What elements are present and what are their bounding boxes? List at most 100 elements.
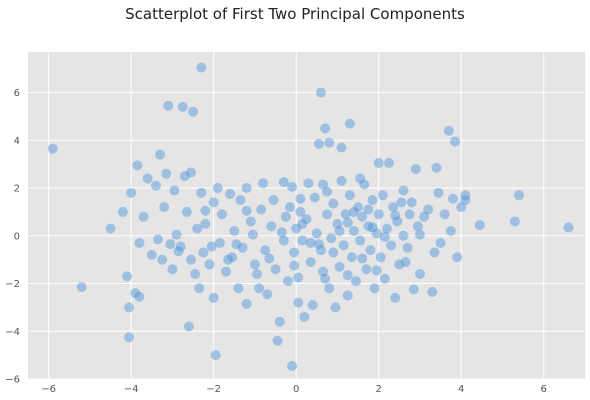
data-point: [159, 202, 170, 213]
data-point: [330, 302, 341, 313]
data-point: [293, 272, 304, 283]
data-point: [311, 228, 322, 239]
data-point: [47, 143, 58, 154]
data-point: [340, 209, 351, 220]
data-point: [268, 194, 279, 205]
data-point: [280, 211, 291, 222]
data-point: [445, 226, 456, 237]
data-point: [322, 209, 333, 220]
data-point: [179, 171, 190, 182]
data-point: [344, 118, 355, 129]
data-point: [142, 173, 153, 184]
data-point: [336, 142, 347, 153]
data-point: [155, 149, 166, 160]
data-point: [342, 270, 353, 281]
y-tick-label: 2: [14, 184, 20, 195]
data-point: [169, 185, 180, 196]
data-point: [212, 183, 223, 194]
data-point: [513, 190, 524, 201]
x-tick-label: 4: [458, 384, 464, 395]
chart-title: Scatterplot of First Two Principal Compo…: [125, 5, 465, 23]
data-point: [373, 209, 384, 220]
data-point: [408, 284, 419, 295]
data-point: [177, 101, 188, 112]
data-point: [293, 297, 304, 308]
data-point: [299, 311, 310, 322]
data-point: [152, 234, 163, 245]
data-point: [235, 194, 246, 205]
data-point: [386, 240, 397, 251]
x-tick-label: −4: [124, 384, 139, 395]
data-point: [326, 233, 337, 244]
y-tick-label: 6: [14, 88, 20, 99]
data-point: [274, 316, 285, 327]
data-point: [221, 266, 232, 277]
data-point: [173, 246, 184, 257]
data-point: [284, 202, 295, 213]
data-point: [278, 235, 289, 246]
data-point: [297, 235, 308, 246]
data-point: [303, 178, 314, 189]
data-point: [208, 292, 219, 303]
data-point: [414, 268, 425, 279]
data-point: [289, 260, 300, 271]
data-point: [394, 259, 405, 270]
data-point: [348, 206, 359, 217]
data-point: [367, 194, 378, 205]
data-point: [384, 157, 395, 168]
data-point: [315, 245, 326, 256]
data-point: [402, 242, 413, 253]
y-tick-label: −2: [5, 279, 20, 290]
data-point: [336, 175, 347, 186]
data-point: [206, 241, 217, 252]
data-point: [287, 181, 298, 192]
data-point: [225, 189, 236, 200]
data-point: [163, 100, 174, 111]
data-point: [423, 204, 434, 215]
data-point: [351, 276, 362, 287]
data-point: [429, 247, 440, 258]
data-point: [390, 210, 401, 221]
data-point: [406, 197, 417, 208]
data-point: [245, 216, 256, 227]
grid-lines: [28, 52, 585, 380]
data-point: [241, 205, 252, 216]
data-point: [200, 205, 211, 216]
data-point: [328, 198, 339, 209]
data-point: [412, 221, 423, 232]
data-point: [185, 167, 196, 178]
data-point: [357, 211, 368, 222]
data-point: [260, 245, 271, 256]
y-tick-label: 4: [14, 136, 20, 147]
data-point: [305, 237, 316, 248]
data-point: [150, 180, 161, 191]
data-point: [369, 283, 380, 294]
data-point: [400, 257, 411, 268]
data-point: [452, 252, 463, 263]
data-point: [363, 221, 374, 232]
data-point: [371, 265, 382, 276]
data-point: [419, 211, 430, 222]
data-point: [305, 257, 316, 268]
data-point: [433, 187, 444, 198]
data-point: [357, 253, 368, 264]
data-point: [301, 214, 312, 225]
data-point: [241, 298, 252, 309]
data-point: [410, 163, 421, 174]
y-tick-label: −6: [5, 375, 20, 386]
data-point: [76, 282, 87, 293]
data-point: [266, 221, 277, 232]
data-point: [194, 283, 205, 294]
data-point: [324, 283, 335, 294]
data-point: [233, 283, 244, 294]
data-point: [216, 209, 227, 220]
data-point: [126, 187, 137, 198]
data-point: [204, 259, 215, 270]
data-point: [295, 193, 306, 204]
data-point: [363, 204, 374, 215]
data-point: [375, 252, 386, 263]
data-point: [167, 264, 178, 275]
data-point: [474, 220, 485, 231]
data-point: [165, 239, 176, 250]
x-tick-label: −2: [206, 384, 221, 395]
